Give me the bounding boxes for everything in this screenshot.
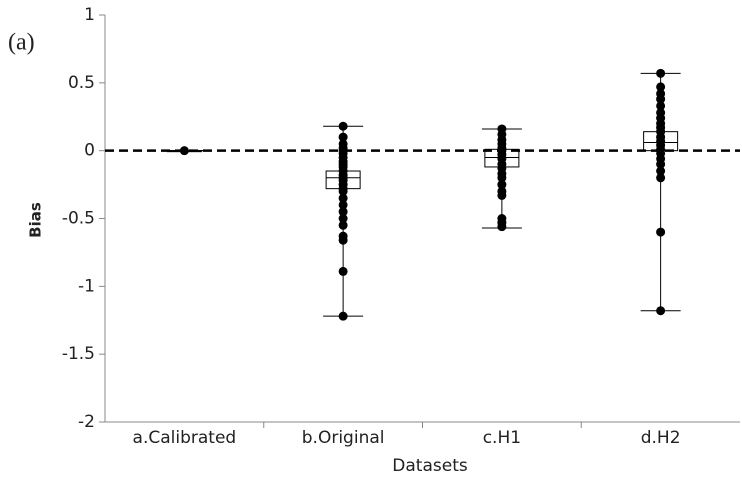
point: [338, 220, 348, 230]
x-tick-label: a.Calibrated: [133, 428, 237, 448]
point: [656, 227, 666, 237]
y-tick-label: -2: [78, 412, 95, 432]
point: [338, 186, 348, 196]
point: [338, 200, 348, 210]
y-axis-label: Bias: [27, 202, 45, 238]
point: [338, 214, 348, 223]
point: [338, 121, 348, 131]
point: [497, 173, 507, 183]
point: [656, 68, 666, 78]
point: [497, 190, 507, 200]
point: [656, 94, 666, 104]
point: [656, 306, 666, 316]
y-tick-label: 1: [84, 5, 95, 25]
x-axis-label: Datasets: [392, 456, 468, 476]
point: [497, 222, 507, 232]
y-tick-label: -1: [78, 276, 95, 296]
x-tick-label: c.H1: [483, 428, 521, 448]
point: [656, 166, 666, 176]
point: [338, 311, 348, 321]
point: [656, 173, 666, 183]
panel-label: (a): [8, 30, 35, 56]
point: [338, 193, 348, 203]
point: [338, 207, 348, 217]
point: [179, 146, 189, 156]
x-tick-label: d.H2: [641, 428, 681, 448]
y-tick-label: -1.5: [62, 344, 95, 364]
y-tick-label: -0.5: [62, 209, 95, 229]
point: [338, 235, 348, 245]
point: [497, 180, 507, 190]
y-tick-label: 0.5: [68, 73, 95, 93]
x-tick-label: b.Original: [302, 428, 385, 448]
point: [656, 159, 666, 169]
point: [656, 82, 666, 92]
point: [656, 101, 666, 111]
point: [338, 266, 348, 276]
point: [338, 132, 348, 142]
y-tick-label: 0: [84, 141, 95, 161]
